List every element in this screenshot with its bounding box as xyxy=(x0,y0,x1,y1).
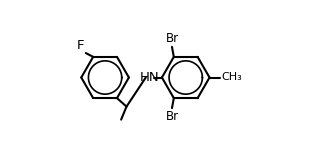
Text: CH₃: CH₃ xyxy=(221,73,242,82)
Text: Br: Br xyxy=(166,32,179,45)
Text: Br: Br xyxy=(166,110,179,123)
Text: F: F xyxy=(77,39,85,52)
Text: HN: HN xyxy=(140,71,159,84)
